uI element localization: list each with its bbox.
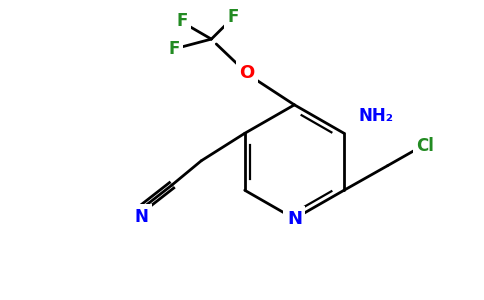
Text: F: F [168, 40, 180, 58]
Text: Cl: Cl [416, 137, 434, 155]
Text: F: F [176, 12, 187, 30]
Text: N: N [135, 208, 149, 226]
Text: O: O [239, 64, 255, 82]
Text: NH₂: NH₂ [358, 106, 393, 124]
Text: N: N [287, 210, 302, 228]
Text: F: F [227, 8, 239, 26]
